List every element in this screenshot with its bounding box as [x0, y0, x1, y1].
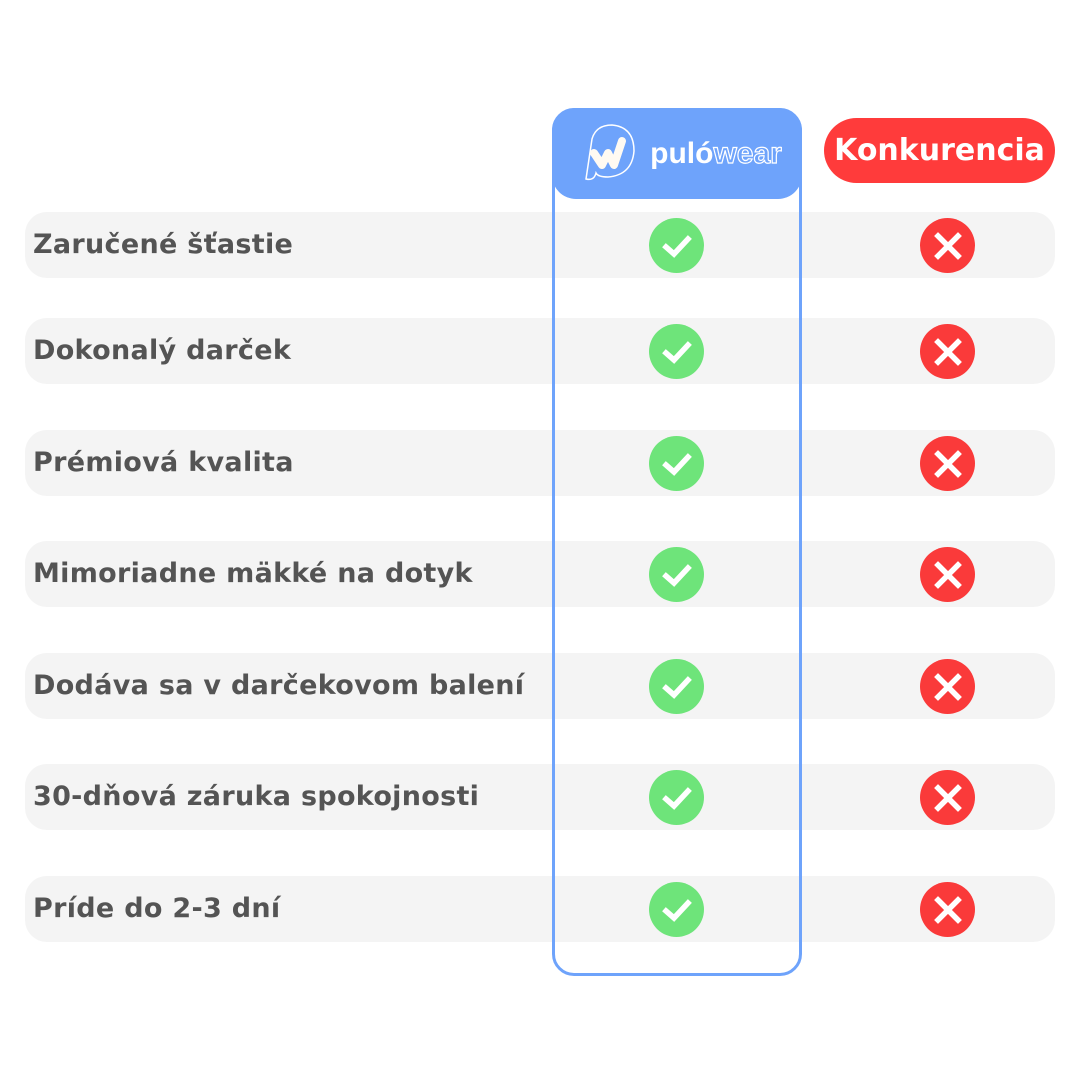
brand-name: pulówear: [650, 136, 783, 171]
brand-name-part2: wear: [713, 136, 783, 170]
feature-label: Mimoriadne mäkké na dotyk: [33, 558, 473, 589]
comparison-row: Príde do 2-3 dní: [25, 876, 1055, 942]
pulowear-logo-icon: [585, 123, 635, 180]
brand-header: pulówear: [552, 108, 802, 199]
cross-icon: [920, 770, 975, 825]
feature-label: Dodáva sa v darčekovom balení: [33, 670, 525, 701]
feature-label: 30-dňová záruka spokojnosti: [33, 781, 480, 812]
comparison-row: 30-dňová záruka spokojnosti: [25, 764, 1055, 830]
comparison-row: Dodáva sa v darčekovom balení: [25, 653, 1055, 719]
feature-label: Prémiová kvalita: [33, 447, 294, 478]
comparison-row: Dokonalý darček: [25, 318, 1055, 384]
comparison-row: Mimoriadne mäkké na dotyk: [25, 541, 1055, 607]
check-icon: [649, 770, 704, 825]
check-icon: [649, 436, 704, 491]
cross-icon: [920, 324, 975, 379]
feature-label: Zaručené šťastie: [33, 229, 294, 260]
check-icon: [649, 547, 704, 602]
cross-icon: [920, 436, 975, 491]
comparison-row: Prémiová kvalita: [25, 430, 1055, 496]
cross-icon: [920, 659, 975, 714]
cross-icon: [920, 547, 975, 602]
brand-name-part1: puló: [650, 136, 714, 170]
check-icon: [649, 882, 704, 937]
feature-label: Dokonalý darček: [33, 335, 292, 366]
cross-icon: [920, 882, 975, 937]
comparison-row: Zaručené šťastie: [25, 212, 1055, 278]
cross-icon: [920, 218, 975, 273]
check-icon: [649, 659, 704, 714]
competitor-header: Konkurencia: [824, 118, 1055, 183]
check-icon: [649, 324, 704, 379]
check-icon: [649, 218, 704, 273]
feature-label: Príde do 2-3 dní: [33, 893, 281, 924]
